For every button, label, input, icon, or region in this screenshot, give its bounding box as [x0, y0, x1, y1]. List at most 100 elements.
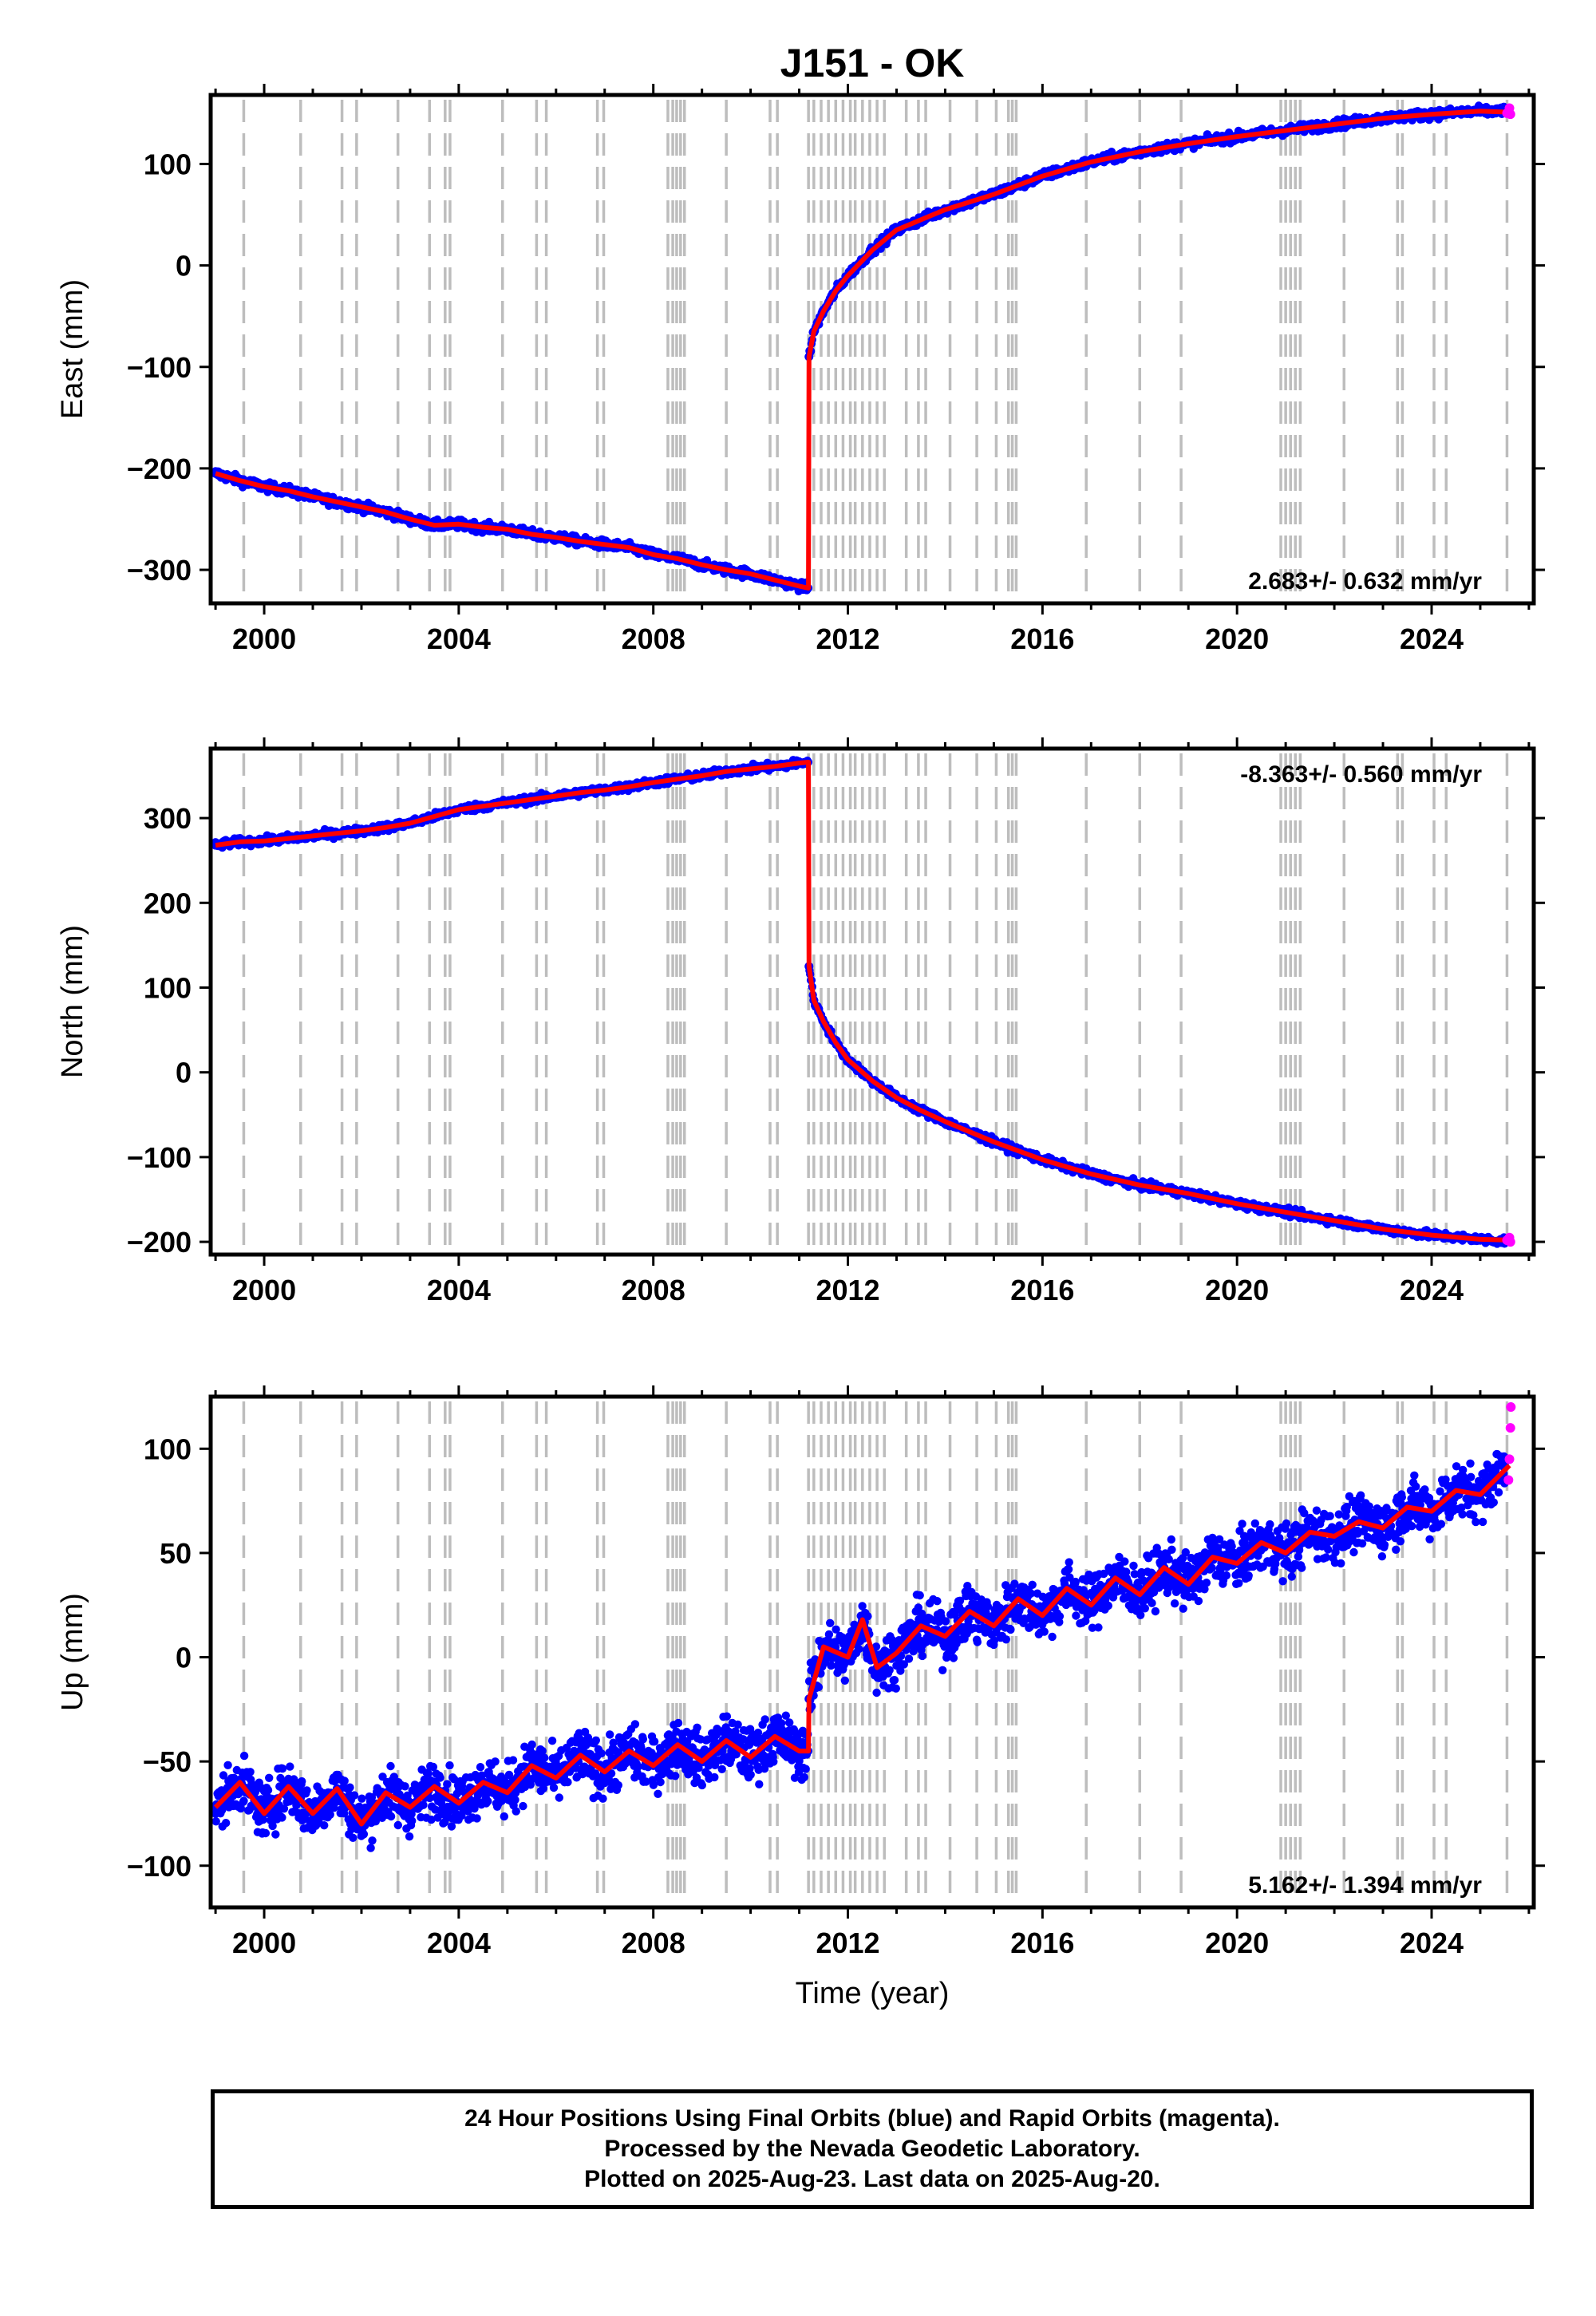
final-orbit-point: [401, 1782, 409, 1791]
final-orbit-point: [265, 1773, 274, 1782]
final-orbit-point: [211, 1817, 220, 1826]
final-orbit-point: [326, 1810, 334, 1819]
data-layer: [211, 756, 1515, 1248]
x-tick-label: 2024: [1400, 1274, 1464, 1306]
final-orbit-point: [427, 1815, 436, 1824]
final-orbit-point: [286, 1762, 294, 1771]
final-orbit-point: [491, 1757, 500, 1766]
rapid-orbit-point: [1505, 109, 1515, 120]
final-orbit-point: [298, 1777, 306, 1786]
final-orbit-point: [436, 1773, 444, 1782]
final-orbit-point: [512, 1807, 520, 1816]
final-orbit-point: [386, 1812, 396, 1821]
y-axis-label: East (mm): [56, 279, 89, 419]
x-tick-label: 2008: [622, 1274, 685, 1306]
data-layer: [211, 1402, 1516, 1852]
event-lines: [242, 753, 1509, 1251]
x-tick-label: 2008: [622, 622, 685, 655]
final-orbit-point: [359, 1830, 369, 1839]
y-tick-label: −100: [127, 351, 192, 384]
final-orbit-point: [366, 1844, 375, 1852]
final-orbit-point: [539, 1784, 548, 1793]
final-orbit-point: [555, 1793, 563, 1802]
final-orbit-point: [500, 1812, 508, 1821]
final-orbit-point: [236, 1804, 245, 1813]
final-orbit-point: [420, 1775, 429, 1784]
east-panel: 2000 2004 2008 2012 2016 2020 20241000−100−200…: [56, 84, 1545, 655]
final-orbit-point: [508, 1756, 518, 1765]
final-orbit-point: [300, 1811, 310, 1820]
rate-annotation: -8.363+/- 0.560 mm/yr: [1240, 761, 1482, 788]
final-orbit-point: [367, 1792, 377, 1802]
x-tick-label: 2024: [1400, 622, 1464, 655]
y-tick-label: −100: [127, 1141, 192, 1174]
final-orbit-point: [221, 1819, 231, 1828]
final-orbit-point: [223, 1761, 232, 1769]
rapid-orbit-point: [1505, 1237, 1515, 1247]
final-orbit-point: [271, 1830, 280, 1839]
x-tick-label: 2004: [427, 1274, 491, 1306]
final-orbit-point: [563, 1777, 572, 1787]
y-tick-label: 0: [176, 1057, 192, 1089]
x-tick-label: 2012: [816, 1274, 879, 1306]
y-tick-label: 0: [176, 250, 192, 283]
final-orbit-point: [278, 1813, 286, 1822]
final-orbit-point: [527, 1740, 536, 1749]
final-orbit-point: [239, 1751, 249, 1761]
final-orbit-point: [405, 1832, 414, 1841]
data-layer: [211, 101, 1515, 595]
final-orbit-point: [447, 1822, 456, 1831]
up-panel: 2000 2004 2008 2012 2016 2020 2024100500−50−10…: [56, 1385, 1545, 2010]
final-orbit-point: [408, 1816, 417, 1825]
final-orbit-point: [393, 1820, 402, 1830]
x-tick-label: 2016: [1010, 622, 1074, 655]
final-orbit-point: [268, 1821, 277, 1831]
model-line: [215, 760, 1510, 1243]
final-orbit-point: [246, 1768, 255, 1777]
x-tick-label: 2004: [427, 622, 491, 655]
final-orbit-point: [263, 1785, 273, 1795]
final-orbit-point: [433, 1813, 442, 1822]
final-orbit-point: [386, 1761, 395, 1771]
final-orbit-point: [476, 1763, 485, 1772]
final-orbit-point: [484, 1796, 492, 1806]
figure-title: J151 - OK: [780, 41, 965, 85]
y-tick-label: 100: [144, 148, 192, 180]
final-orbit-point: [445, 1761, 454, 1770]
final-orbit-point: [278, 1764, 287, 1773]
final-orbit-point: [219, 1771, 228, 1780]
final-orbit-point: [371, 1817, 380, 1826]
final-orbit-point: [519, 1801, 527, 1811]
y-tick-label: −300: [127, 554, 192, 587]
final-orbit-point: [279, 1804, 289, 1813]
final-orbit-point: [425, 1793, 434, 1803]
final-orbit-point: [424, 1769, 433, 1778]
final-orbit-point: [549, 1783, 559, 1792]
north-panel: 2000 2004 2008 2012 2016 2020 2024 300 200 100 0 −1…: [56, 737, 1545, 1306]
final-orbit-point: [547, 1737, 557, 1745]
final-orbit-point: [349, 1833, 358, 1842]
final-orbit-point: [526, 1780, 535, 1789]
final-orbit-point: [368, 1836, 377, 1845]
x-tick-label: 2000: [232, 1274, 296, 1306]
final-orbit-point: [511, 1796, 519, 1804]
y-tick-label: 100: [144, 971, 192, 1004]
final-orbit-point: [538, 1746, 547, 1756]
x-tick-label: 2016: [1010, 1274, 1074, 1306]
y-axis-label: North (mm): [56, 925, 89, 1078]
final-orbit-point: [261, 1828, 271, 1838]
final-orbit-point: [419, 1800, 428, 1809]
final-orbit-point: [320, 1821, 329, 1830]
y-tick-label: 300: [144, 802, 192, 835]
plot-frame: [208, 93, 1536, 606]
final-orbit-point: [472, 1814, 481, 1823]
final-orbit-point: [449, 1775, 459, 1784]
x-tick-label: 2020: [1205, 1274, 1269, 1306]
x-tick-label: 2000: [232, 622, 296, 655]
plot-frame: [208, 746, 1536, 1257]
final-orbit-point: [443, 1780, 452, 1788]
y-tick-label: 200: [144, 887, 192, 919]
final-orbit-point: [540, 1753, 549, 1762]
final-orbit-point: [358, 1794, 366, 1803]
